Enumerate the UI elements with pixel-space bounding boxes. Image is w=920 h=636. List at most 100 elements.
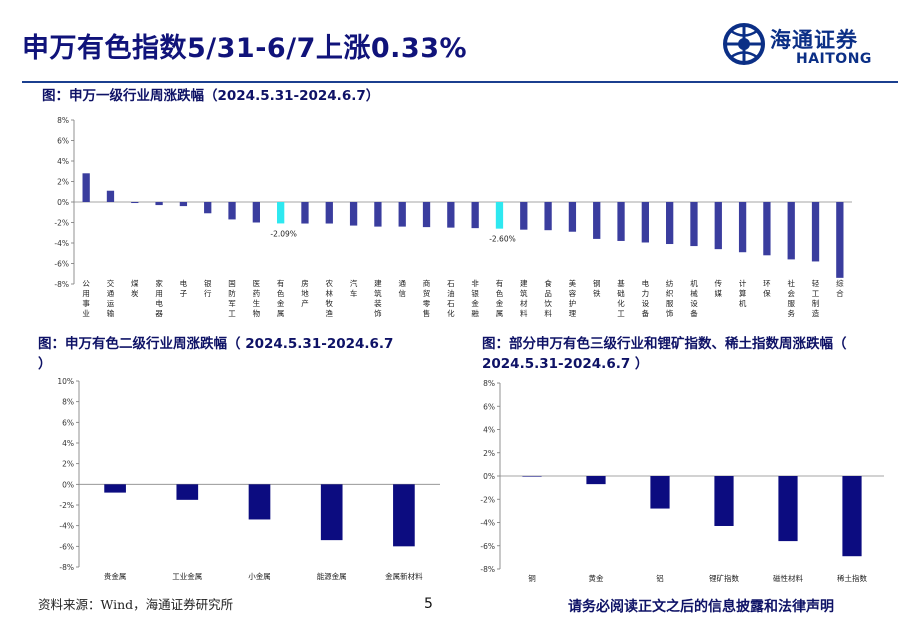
y-tick-label: -2% [59, 501, 74, 510]
x-category-label-char: 机 [690, 278, 698, 288]
x-category-label-char: 医 [253, 279, 261, 288]
bar [544, 202, 552, 231]
bar [349, 202, 358, 226]
haitong-emblem-icon [723, 23, 765, 65]
x-category-label-char: 建 [520, 278, 528, 288]
x-category-label-char: 产 [301, 298, 309, 308]
bar [131, 202, 139, 204]
y-tick-label: 0% [483, 472, 495, 481]
bar [301, 202, 309, 224]
x-category-label-char: 牧 [326, 298, 334, 308]
bar [204, 202, 212, 214]
x-category-label-char: 金 [277, 298, 285, 308]
x-category-label-char: 电 [642, 278, 650, 288]
x-category-label-char: 铁 [593, 288, 601, 298]
x-category-label-char: 工 [228, 309, 236, 318]
bar [738, 202, 747, 253]
y-tick-label: 4% [57, 157, 69, 166]
x-category-label: 磁性材料 [773, 573, 803, 583]
bar [650, 476, 670, 509]
x-category-label-char: 地 [301, 288, 309, 298]
x-category-label-char: 轻 [812, 278, 820, 288]
x-category-label-char: 备 [690, 308, 698, 318]
x-category-label-char: 用 [155, 289, 163, 298]
x-category-label-char: 保 [763, 289, 771, 298]
x-category-label: 锂矿指数 [709, 573, 739, 583]
x-category-label-char: 商 [423, 278, 431, 288]
x-category-label-char: 信 [398, 288, 406, 298]
logo-english-text: HAITONG [796, 51, 872, 67]
x-category-label-char: 通 [107, 288, 115, 298]
x-category-label-char: 煤 [131, 278, 139, 288]
x-category-label-char: 子 [180, 289, 188, 298]
y-tick-label: -2% [480, 495, 495, 504]
x-category-label-char: 车 [350, 288, 358, 298]
bar [787, 202, 795, 260]
y-tick-label: -2% [54, 219, 69, 228]
source-note: 资料来源：Wind，海通证券研究所 [38, 597, 234, 612]
x-category-label-char: 筑 [520, 288, 528, 298]
x-category-label-char: 电 [155, 298, 163, 308]
x-category-label-char: 炭 [131, 289, 139, 298]
bar [228, 202, 236, 220]
x-category-label-char: 社 [787, 278, 795, 288]
selected-index-weekly-change-chart: 8% 6% 4% 2% 0% -2% -4% -6% -8% 铜 黄金 铝 锂矿指数 磁性材料 稀土指数 [480, 379, 884, 583]
x-category-label-char: 家 [155, 278, 163, 288]
bar [495, 202, 504, 229]
bar [714, 476, 734, 526]
x-category-label-char: 行 [204, 288, 212, 298]
x-category-label-char: 容 [569, 288, 577, 298]
bar [778, 476, 798, 542]
x-category-label-char: 备 [642, 308, 650, 318]
bar [811, 202, 820, 262]
x-category-label: 小金属 [248, 571, 271, 581]
x-category-label-char: 础 [617, 288, 625, 298]
x-category-label-char: 林 [326, 288, 334, 298]
x-category-label: 黄金 [589, 573, 604, 583]
data-label: -2.09% [270, 229, 297, 238]
bar [447, 202, 455, 228]
y-tick-label: -6% [59, 542, 74, 551]
logo-chinese-text: 海通证券 [770, 28, 858, 52]
bar [106, 190, 115, 202]
chart2-title: 图：申万有色二级行业周涨跌幅（ 2024.5.31-2024.6.7 ） [38, 336, 394, 372]
x-category-label-char: 公 [82, 279, 90, 288]
bar [155, 202, 163, 206]
x-category-label-char: 力 [642, 288, 650, 298]
y-tick-label: 8% [483, 379, 495, 388]
data-label: -2.60% [489, 235, 516, 244]
x-category-label: 贵金属 [104, 571, 127, 581]
x-category-label-char: 用 [82, 289, 90, 298]
x-category-label-char: 事 [82, 298, 90, 308]
x-category-label-char: 色 [277, 288, 285, 298]
y-tick-label: 4% [483, 426, 495, 435]
x-category-label-char: 服 [787, 299, 795, 308]
x-category-label-char: 材 [520, 298, 528, 308]
bar [666, 202, 674, 245]
x-category-label-char: 护 [569, 298, 577, 308]
bar [641, 202, 649, 243]
x-category-label-char: 服 [666, 299, 674, 308]
disclaimer: 请务必阅读正文之后的信息披露和法律声明 [568, 599, 834, 615]
x-category-label-char: 银 [204, 279, 212, 288]
bar [617, 202, 625, 241]
x-category-label: 铝 [656, 573, 664, 583]
bar [248, 484, 271, 520]
x-category-label-char: 石 [447, 279, 455, 288]
x-category-label-char: 化 [447, 308, 455, 318]
x-category-label-char: 环 [763, 279, 771, 288]
x-category-label: 稀土指数 [837, 573, 867, 583]
bar [176, 484, 199, 500]
page-title: 申万有色指数5/31-6/7上涨0.33% [22, 33, 468, 64]
chart3-title: 图：部分申万有色三级行业和锂矿指数、稀土指数周涨跌幅（ 2024.5.31-20… [482, 336, 847, 372]
x-category-label-char: 非 [471, 278, 479, 288]
y-tick-label: 6% [62, 418, 74, 427]
x-category-label-char: 色 [496, 288, 504, 298]
chart1-title: 图：申万一级行业周涨跌幅（2024.5.31-2024.6.7） [42, 88, 380, 104]
x-category-label-char: 造 [812, 308, 820, 318]
x-category-label-char: 油 [447, 288, 455, 298]
x-category-label-char: 品 [544, 289, 552, 298]
bar [179, 202, 188, 207]
x-category-label-char: 防 [228, 288, 236, 298]
x-category-label-char: 汽 [350, 278, 358, 288]
